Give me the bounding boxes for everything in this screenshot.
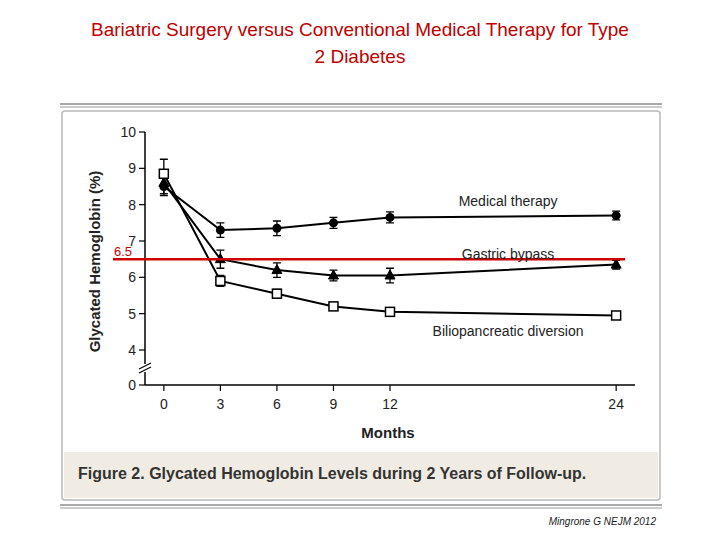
error-bar (216, 276, 224, 287)
marker (385, 270, 395, 279)
x-tick (616, 385, 617, 391)
y-tick-label: 8 (128, 197, 136, 213)
error-bar (612, 312, 620, 319)
y-tick (139, 240, 145, 241)
marker (272, 224, 281, 233)
x-tick-label: 12 (382, 396, 398, 412)
series-label: Biliopancreatic diversion (433, 323, 584, 339)
x-tick (333, 385, 334, 391)
panel (62, 111, 660, 500)
error-bar (329, 217, 337, 228)
marker (272, 265, 282, 274)
title-line: 2 Diabetes (315, 46, 406, 67)
error-bar (612, 211, 620, 220)
frame-line (60, 107, 662, 108)
series-line (164, 174, 616, 316)
marker (329, 218, 338, 227)
marker (611, 259, 621, 268)
error-bar (273, 263, 281, 278)
reference-label: 6.5 (114, 244, 132, 259)
y-tick (139, 204, 145, 205)
x-tick-label: 6 (273, 396, 281, 412)
marker (386, 213, 395, 222)
frame-line (60, 508, 662, 509)
y-tick (139, 384, 145, 385)
marker (328, 270, 338, 279)
y-axis (144, 132, 146, 364)
error-bar (216, 223, 224, 238)
marker (272, 289, 281, 298)
axis-break (139, 363, 151, 369)
series-line (164, 183, 616, 276)
marker (329, 302, 338, 311)
y-tick-label: 6 (128, 269, 136, 285)
frame-line (60, 104, 662, 105)
y-tick-label: 4 (128, 342, 136, 358)
error-bar (386, 268, 394, 283)
y-tick-label: 5 (128, 306, 136, 322)
x-tick (389, 385, 390, 391)
x-tick (220, 385, 221, 391)
caption-band (64, 452, 658, 498)
y-axis-label: Glycated Hemoglobin (%) (86, 171, 103, 353)
marker (612, 211, 621, 220)
error-bar (273, 221, 281, 236)
error-bar (329, 270, 337, 281)
error-bar (160, 159, 168, 188)
y-tick-label: 10 (120, 124, 136, 140)
y-tick (139, 277, 145, 278)
frame-line (60, 505, 662, 506)
marker (159, 169, 168, 178)
series-line (164, 187, 616, 231)
caption: Figure 2. Glycated Hemoglobin Levels dur… (78, 465, 586, 482)
y-tick-label: 0 (128, 377, 136, 393)
y-tick (139, 168, 145, 169)
x-tick-label: 3 (216, 396, 224, 412)
y-tick-label: 9 (128, 160, 136, 176)
marker (216, 226, 225, 235)
series-label: Gastric bypass (462, 246, 555, 262)
chart: Bariatric Surgery versus Conventional Me… (0, 0, 720, 540)
x-tick (276, 385, 277, 391)
x-tick (163, 385, 164, 391)
marker (216, 276, 225, 285)
error-bar (386, 212, 394, 223)
marker (386, 307, 395, 316)
y-axis (144, 372, 146, 385)
y-tick (139, 131, 145, 132)
y-tick (139, 349, 145, 350)
y-tick (139, 313, 145, 314)
title-line: Bariatric Surgery versus Conventional Me… (91, 19, 629, 40)
x-axis-label: Months (361, 424, 414, 441)
error-bar (273, 289, 281, 298)
x-tick-label: 24 (608, 396, 624, 412)
plot-area (159, 159, 621, 320)
source: Mingrone G NEJM 2012 (549, 516, 657, 527)
title: Bariatric Surgery versus Conventional Me… (91, 19, 629, 67)
marker (612, 311, 621, 320)
x-tick-label: 9 (330, 396, 338, 412)
series-label: Medical therapy (459, 193, 558, 209)
x-tick-label: 0 (160, 396, 168, 412)
